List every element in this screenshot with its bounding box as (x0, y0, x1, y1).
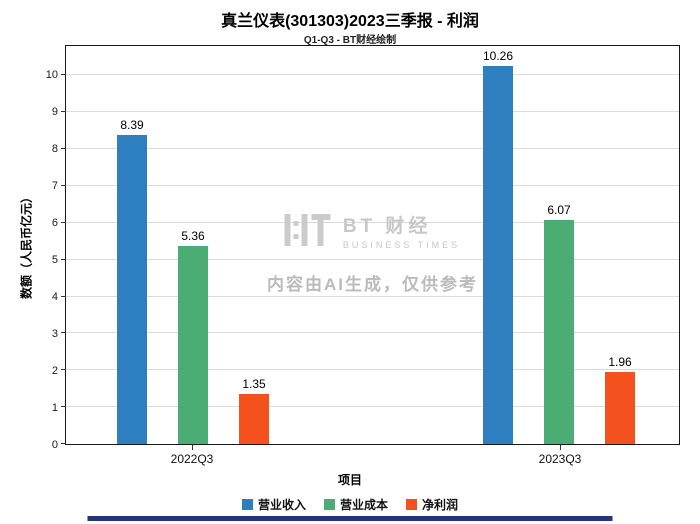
y-tick-label: 1 (51, 401, 58, 414)
y-tick-mark (61, 74, 66, 76)
bar-value-label: 10.26 (482, 48, 514, 63)
y-tick-label: 0 (51, 439, 58, 451)
y-tick-mark (61, 369, 66, 371)
plot-area: BT 财经 BUSINESS TIMES 内容由AI生成，仅供参考 8.39 5.… (61, 45, 680, 445)
y-tick-mark (61, 332, 66, 334)
y-tick-mark (61, 258, 66, 260)
y-tick-label: 10 (45, 68, 58, 81)
legend-label: 净利润 (422, 498, 459, 512)
legend-item-营业收入: 营业收入 (241, 496, 306, 513)
x-category-label-2023Q3: 2023Q3 (484, 445, 636, 466)
bar-value-label: 5.36 (181, 229, 205, 244)
gridline (66, 332, 679, 334)
y-tick-mark (61, 185, 66, 187)
y-tick-labels: 0 1 2 3 4 5 6 7 8 9 10 (0, 45, 58, 451)
bar-净利润-2022Q3: 1.35 (239, 377, 269, 444)
y-tick-label: 9 (51, 105, 58, 118)
chart-title: 真兰仪表(301303)2023三季报 - 利润 (221, 13, 479, 30)
bars-container: 8.39 5.36 1.35 10.26 6.07 1.96 (66, 46, 679, 444)
bar-营业收入-2022Q3: 8.39 (117, 118, 147, 444)
bar-value-label: 1.96 (608, 354, 632, 369)
bar-group-2023Q3: 10.26 6.07 1.96 (483, 46, 635, 444)
legend-label: 营业收入 (257, 498, 306, 512)
bar-营业收入-2023Q3: 10.26 (483, 49, 513, 444)
x-axis-label: 项目 (337, 473, 362, 487)
gridline (66, 369, 679, 371)
legend-label: 营业成本 (339, 498, 388, 512)
gridline (66, 185, 679, 187)
legend-swatch (406, 499, 417, 510)
y-tick-label: 5 (51, 253, 58, 266)
y-tick-mark (61, 148, 66, 150)
bottom-accent-bar (87, 516, 613, 521)
y-tick-label: 6 (51, 216, 58, 229)
gridline (66, 406, 679, 408)
y-tick-mark (61, 111, 66, 113)
legend-swatch (241, 499, 253, 510)
y-tick-mark (61, 406, 66, 408)
legend-item-净利润: 净利润 (406, 496, 458, 513)
y-tick-label: 3 (51, 327, 58, 340)
bar-group-2022Q3: 8.39 5.36 1.35 (117, 46, 269, 444)
chart-subtitle: Q1-Q3 - BT财经绘制 (303, 35, 397, 46)
x-category-label-2022Q3: 2022Q3 (116, 445, 268, 466)
legend-swatch (323, 499, 335, 510)
gridline (66, 111, 679, 113)
x-tick-mark (560, 445, 561, 450)
x-tick-mark (192, 445, 193, 450)
gridline (66, 258, 679, 260)
bar-营业成本-2022Q3: 5.36 (178, 229, 208, 444)
y-tick-label: 8 (51, 142, 58, 155)
legend: 营业收入 营业成本 净利润 (0, 496, 700, 513)
bar-净利润-2023Q3: 1.96 (605, 355, 635, 444)
y-tick-label: 2 (51, 364, 58, 377)
legend-item-营业成本: 营业成本 (323, 496, 388, 513)
gridline (66, 221, 679, 223)
x-category-labels: 2022Q3 2023Q3 (65, 445, 680, 466)
y-tick-mark (61, 221, 66, 223)
gridline (66, 74, 679, 76)
bar-value-label: 1.35 (242, 377, 266, 392)
gridline (66, 295, 679, 297)
y-tick-mark (61, 443, 66, 444)
bar-value-label: 6.07 (547, 203, 571, 218)
y-tick-mark (61, 295, 66, 297)
y-tick-label: 7 (51, 179, 58, 192)
bar-value-label: 8.39 (120, 117, 144, 132)
gridline (66, 148, 679, 150)
bar-营业成本-2023Q3: 6.07 (544, 203, 574, 444)
y-tick-label: 4 (51, 290, 58, 303)
